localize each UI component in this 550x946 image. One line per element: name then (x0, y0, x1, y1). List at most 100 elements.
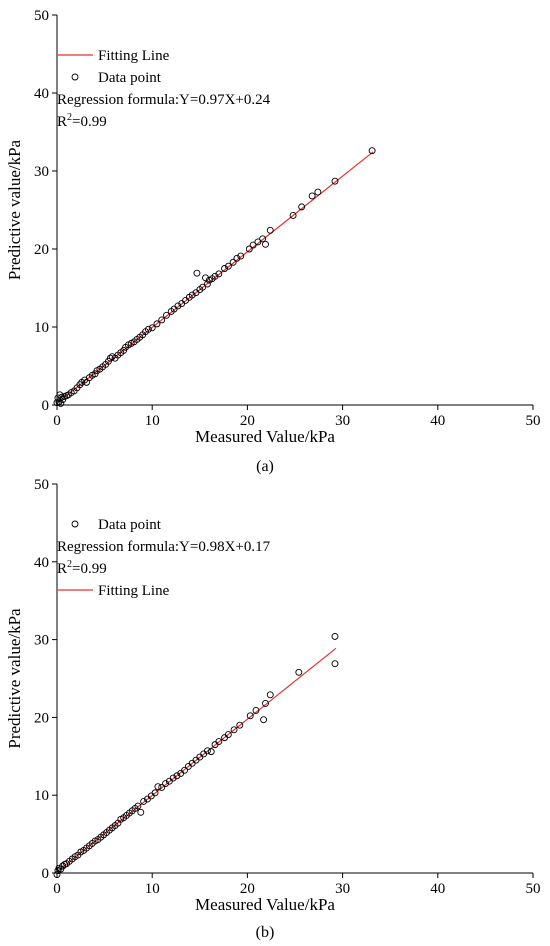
data-point (314, 188, 322, 196)
data-point (144, 325, 152, 333)
data-point (331, 660, 339, 668)
data-point (252, 706, 260, 714)
series-data-point (53, 147, 376, 407)
x-tick-label: 40 (430, 413, 445, 429)
data-point (203, 747, 211, 755)
data-point (199, 283, 207, 291)
data-point (53, 871, 61, 879)
r-squared-symbol: R (57, 114, 67, 130)
data-point (207, 748, 215, 756)
data-point (246, 712, 254, 720)
y-tick-label: 40 (34, 86, 49, 102)
data-point (202, 274, 209, 282)
data-point (289, 212, 297, 219)
data-point (308, 192, 316, 200)
x-tick-label: 0 (53, 881, 61, 897)
data-point (266, 691, 274, 699)
y-tick-label: 0 (42, 866, 50, 882)
x-tick-label: 30 (335, 413, 350, 429)
data-point (134, 802, 142, 810)
y-axis-label: Predictive value/kPa (5, 139, 24, 280)
y-tick-label: 40 (34, 555, 49, 571)
data-point (262, 240, 269, 248)
data-point (173, 772, 181, 780)
legend-fitting-line-label: Fitting Line (98, 48, 170, 64)
legend: Data point Regression formula:Y=0.98X+0.1… (57, 517, 271, 599)
x-tick-label: 30 (335, 881, 350, 897)
legend: Fitting Line Data point Regression formula… (57, 48, 271, 130)
data-point (106, 354, 114, 362)
legend-point-swatch (71, 73, 79, 81)
data-point (259, 235, 267, 243)
data-point (249, 241, 257, 249)
data-point (298, 203, 306, 211)
data-point (158, 316, 166, 324)
data-point (181, 766, 189, 774)
x-tick-label: 10 (145, 881, 160, 897)
data-point (331, 177, 339, 185)
series-data-point (53, 633, 339, 879)
r-squared-value: =0.99 (72, 561, 107, 577)
data-point (221, 265, 229, 272)
y-tick-label: 20 (34, 242, 49, 258)
y-tick-label: 10 (34, 788, 49, 804)
y-tick-label: 30 (34, 164, 49, 180)
y-tick-label: 30 (34, 633, 49, 649)
data-point (188, 291, 196, 299)
data-point (237, 252, 245, 260)
subfigure-caption: (b) (256, 924, 275, 941)
data-point (153, 320, 161, 328)
chart-a: 0 10 20 30 40 50 0 10 20 30 40 50 Measured Value/kPa… (5, 8, 541, 475)
data-point (215, 738, 223, 745)
data-point (266, 226, 274, 234)
data-point (230, 726, 238, 734)
data-point (262, 699, 269, 707)
x-tick-label: 20 (240, 413, 255, 429)
data-point (224, 262, 232, 270)
r-squared: R2=0.99 (57, 112, 107, 130)
data-point (158, 783, 166, 791)
data-point (193, 269, 201, 277)
data-point (211, 272, 219, 280)
data-point (151, 789, 159, 797)
r-squared-superscript: 2 (67, 112, 72, 123)
x-tick-label: 0 (53, 413, 61, 429)
y-tick-label: 50 (34, 8, 49, 24)
data-point (169, 774, 177, 782)
data-point (140, 797, 148, 805)
x-tick-label: 40 (430, 881, 445, 897)
x-tick-label: 20 (240, 881, 255, 897)
data-point (229, 258, 237, 266)
legend-point-swatch (71, 520, 79, 528)
y-tick-label: 10 (34, 320, 49, 336)
data-point (163, 311, 170, 319)
r-squared-superscript: 2 (67, 559, 72, 570)
data-point (59, 862, 67, 870)
y-axis-label: Predictive value/kPa (5, 608, 24, 749)
data-point (215, 270, 223, 278)
fitting-line (56, 647, 337, 873)
data-point (260, 716, 268, 724)
x-tick-label: 10 (145, 413, 160, 429)
legend-data-point-label: Data point (98, 70, 162, 86)
r-squared-value: =0.99 (72, 114, 107, 130)
data-point (162, 780, 169, 787)
data-point (137, 808, 145, 816)
data-point (295, 668, 303, 676)
regression-formula: Regression formula:Y=0.97X+0.24 (57, 92, 271, 108)
data-point (254, 238, 262, 246)
data-point (224, 731, 232, 738)
x-tick-label: 50 (526, 881, 541, 897)
data-point (236, 721, 244, 729)
x-axis-label: Measured Value/kPa (195, 895, 335, 914)
data-point (174, 302, 182, 310)
data-point (245, 245, 253, 253)
r-squared: R2=0.99 (57, 559, 107, 577)
data-point (203, 280, 211, 288)
data-point (76, 381, 84, 389)
legend-data-point-label: Data point (98, 517, 162, 533)
x-tick-label: 50 (526, 413, 541, 429)
x-axis-label: Measured Value/kPa (195, 427, 335, 446)
y-tick-label: 20 (34, 710, 49, 726)
